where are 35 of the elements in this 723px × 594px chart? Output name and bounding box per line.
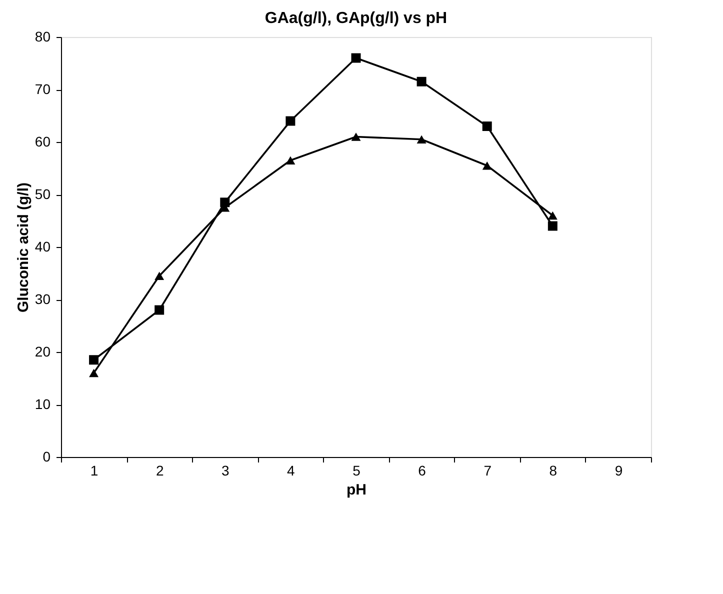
point — [351, 53, 361, 63]
y-tick-label: 40 — [34, 238, 51, 254]
chart-title: GAa(g/l), GAp(g/l) vs pH — [264, 10, 448, 27]
y-tick-label: 20 — [34, 344, 51, 360]
x-tick-label: 4 — [287, 462, 296, 478]
y-tick-label: 50 — [34, 186, 51, 202]
x-tick-label: 2 — [156, 462, 164, 478]
point — [416, 135, 426, 144]
point — [89, 355, 99, 365]
y-tick-label: 80 — [34, 28, 51, 44]
x-tick-label: 1 — [90, 462, 98, 478]
point — [548, 221, 558, 231]
x-tick-label: 8 — [549, 462, 558, 478]
y-axis-title: Gluconic acid (g/l) — [14, 182, 32, 313]
point — [154, 272, 164, 280]
point — [482, 122, 492, 131]
y-tick-label: 10 — [34, 396, 51, 412]
point — [482, 162, 492, 170]
point — [416, 76, 426, 86]
point — [286, 116, 296, 126]
x-tick-label: 6 — [418, 462, 426, 478]
x-tick-label: 9 — [614, 462, 623, 478]
point — [548, 211, 558, 220]
point — [286, 156, 296, 164]
y-tick-label: 0 — [42, 448, 51, 464]
y-tick-label: 70 — [34, 81, 51, 97]
y-tick-label: 30 — [34, 291, 51, 307]
point — [154, 305, 164, 315]
point — [351, 132, 361, 141]
x-axis-title: pH — [346, 482, 366, 498]
y-tick-label: 60 — [34, 134, 51, 150]
x-tick-label: 5 — [352, 462, 361, 478]
x-tick-label: 7 — [484, 462, 492, 478]
x-tick-label: 3 — [221, 462, 230, 478]
point — [89, 368, 99, 378]
